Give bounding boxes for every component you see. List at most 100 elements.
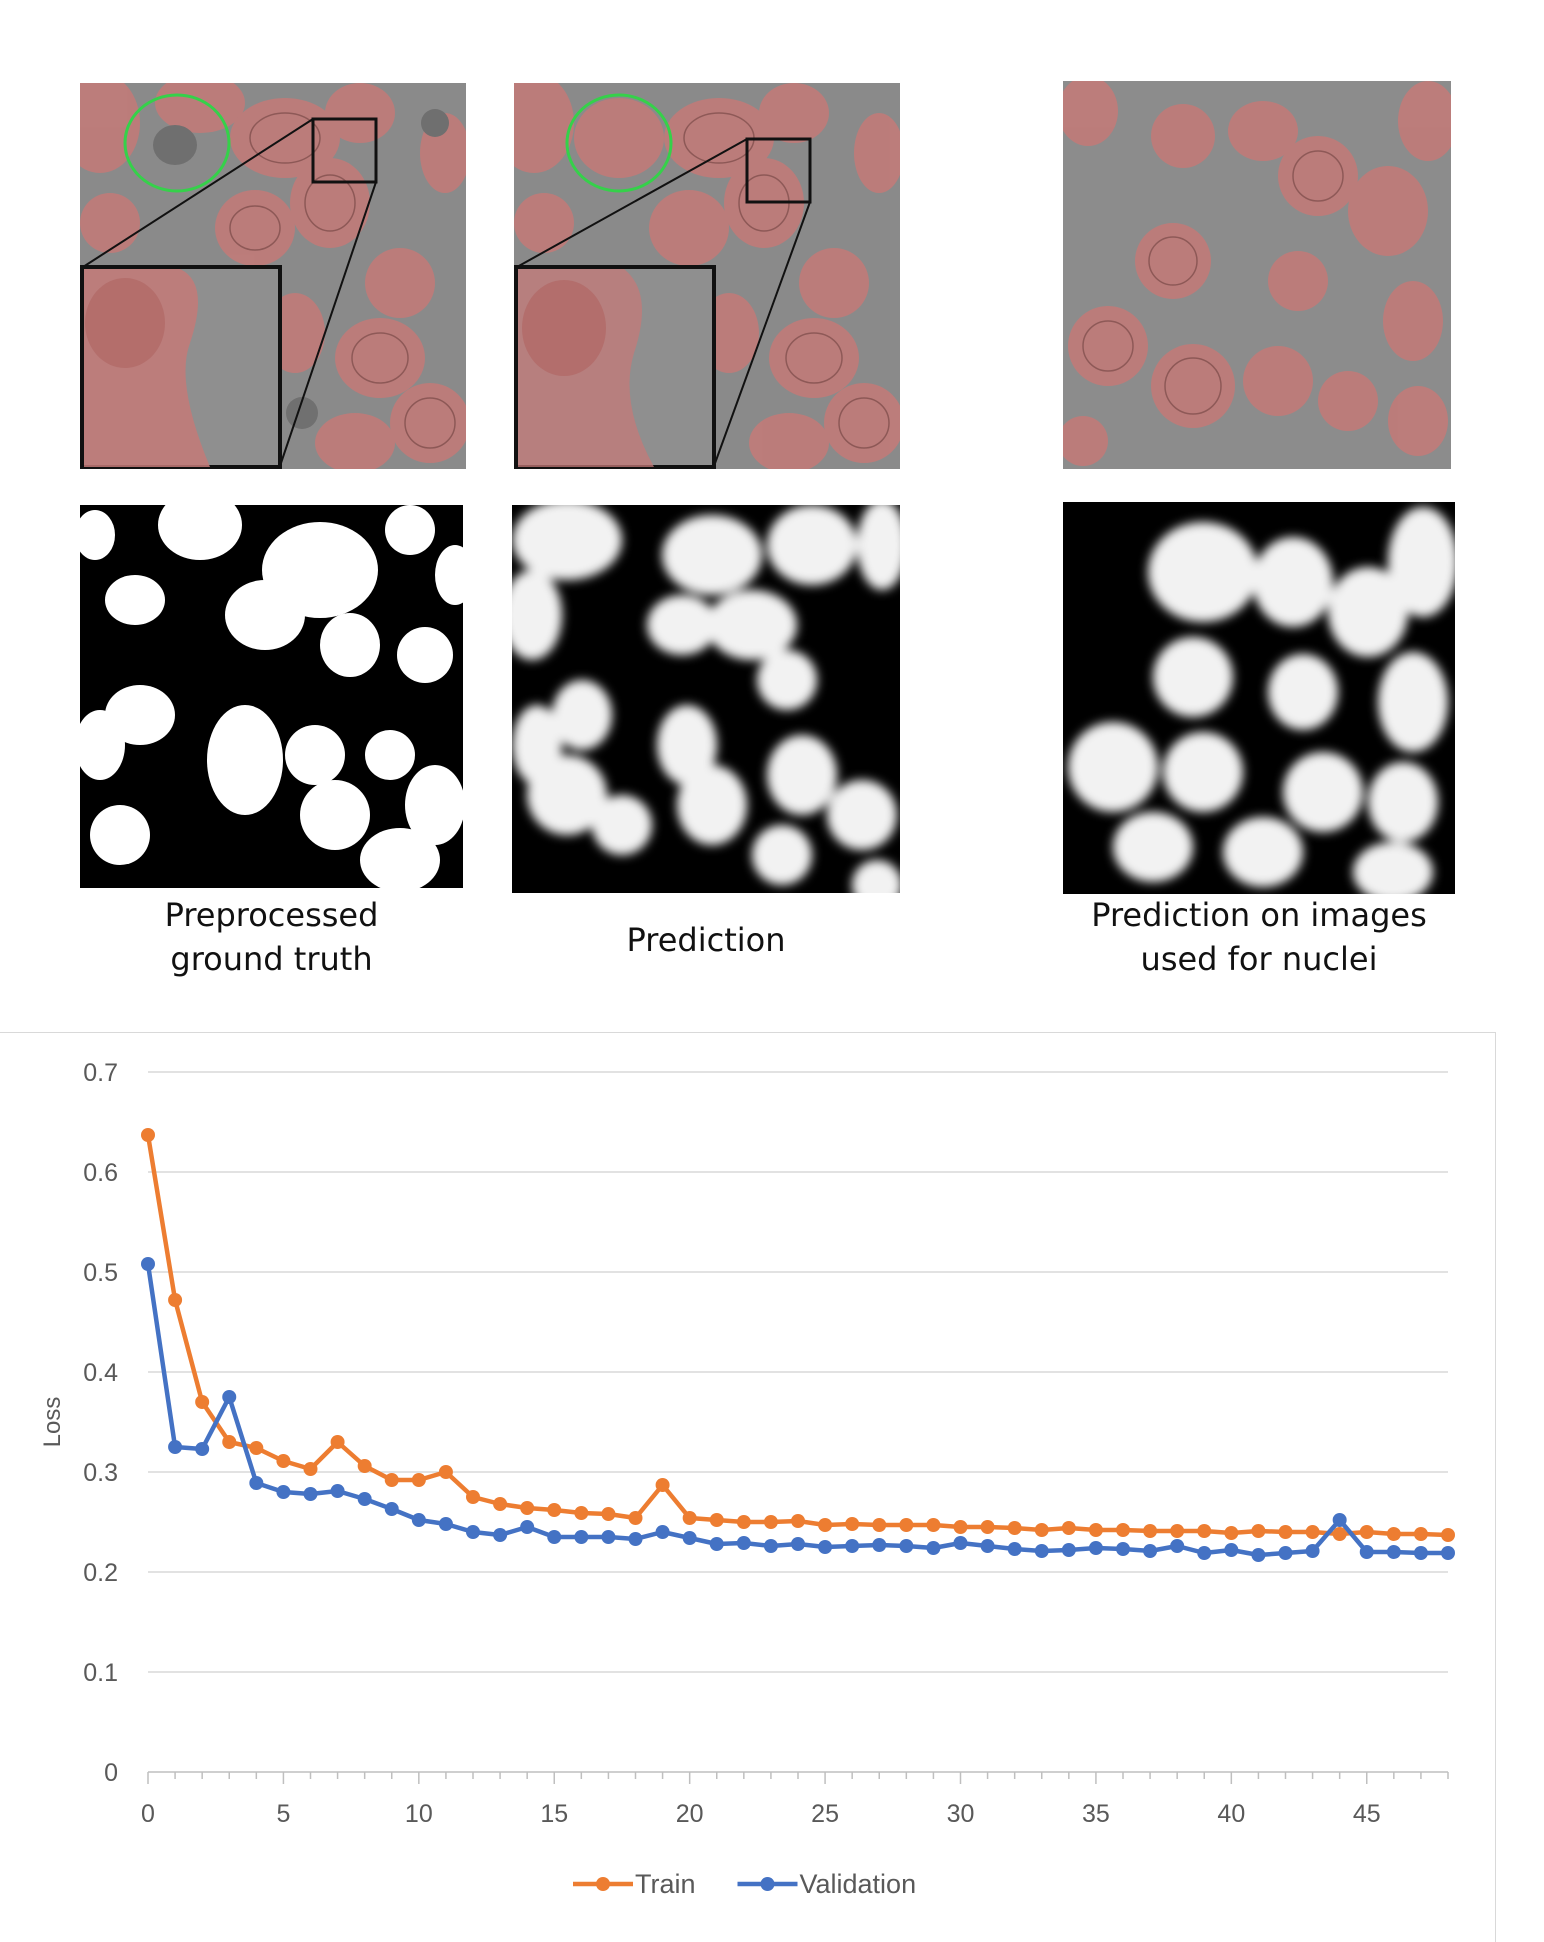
data-point [1224,1526,1239,1540]
y-tick-label: 0.2 [83,1559,118,1587]
y-tick-label: 0.5 [83,1259,118,1287]
legend-label: Validation [800,1869,917,1899]
data-point [411,1513,426,1527]
data-point [1197,1546,1212,1560]
data-point [222,1390,237,1404]
data-point [1359,1545,1374,1559]
data-point [682,1511,697,1525]
data-point [818,1518,833,1532]
data-point [357,1492,372,1506]
data-point [818,1540,833,1554]
data-point [1305,1525,1320,1539]
data-point [1413,1527,1428,1541]
data-point [1386,1545,1401,1559]
data-point [1224,1543,1239,1557]
data-point [1332,1513,1347,1527]
data-point [1007,1542,1022,1556]
y-tick-label: 0.4 [83,1359,118,1387]
data-point [303,1487,318,1501]
nuclei-overlay-image [1063,81,1451,469]
data-point [628,1511,643,1525]
data-point [1251,1548,1266,1562]
legend: Train Validation [573,1869,916,1899]
data-point [195,1395,210,1409]
data-point [655,1525,670,1539]
data-point [1197,1524,1212,1538]
y-axis-label: Loss [39,1397,66,1448]
data-point [520,1520,535,1534]
data-point [276,1485,291,1499]
data-point [763,1515,778,1529]
data-point [709,1537,724,1551]
legend-item-train: Train [573,1869,696,1899]
data-point [411,1473,426,1487]
data-point [1359,1525,1374,1539]
x-tick-label: 45 [1353,1800,1381,1828]
data-point [1305,1544,1320,1558]
data-point [357,1459,372,1473]
data-point [1278,1525,1293,1539]
data-point [1143,1544,1158,1558]
series-train [141,1128,1455,1542]
x-tick-label: 10 [405,1800,433,1828]
caption-nuclei: Prediction on images used for nuclei [1063,893,1455,981]
y-tick-label: 0 [104,1759,118,1787]
data-point [845,1539,860,1553]
data-point [601,1507,616,1521]
data-point [1007,1521,1022,1535]
caption-ground-truth-line-2: ground truth [170,940,373,978]
data-point [1034,1523,1049,1537]
data-point [1441,1546,1455,1560]
data-point [141,1257,155,1271]
loss-chart-svg: 0 0.1 0.2 0.3 0.4 0.5 0.6 0.7 0 5 10 15 20 25 30 35 40 4… [39,1059,1455,1899]
data-point [628,1532,643,1546]
x-tick-label: 20 [676,1800,704,1828]
data-point [547,1503,562,1517]
data-point [547,1530,562,1544]
data-point [872,1518,887,1532]
legend-label: Train [635,1869,696,1899]
data-point [438,1465,453,1479]
series-line [145,1134,1449,1538]
legend-swatch-marker [596,1877,610,1891]
data-point [1251,1524,1266,1538]
data-point [168,1293,183,1307]
data-point [899,1539,914,1553]
data-point [926,1518,941,1532]
data-point [953,1520,968,1534]
data-point [1061,1543,1076,1557]
y-tick-label: 0.7 [83,1059,118,1087]
y-tick-label: 0.3 [83,1459,118,1487]
data-point [682,1531,697,1545]
data-point [574,1530,589,1544]
data-point [330,1484,345,1498]
data-point [1170,1524,1185,1538]
data-point [1332,1527,1347,1541]
ground-truth-mask-image [80,505,463,888]
x-tick-label: 25 [811,1800,839,1828]
legend-swatch-marker [760,1877,775,1891]
data-point [520,1501,535,1515]
x-axis [147,1771,1449,1784]
y-tick-label: 0.1 [83,1659,118,1687]
y-tick-labels: 0 0.1 0.2 0.3 0.4 0.5 0.6 0.7 [83,1059,118,1787]
data-point [1278,1546,1293,1560]
data-point [574,1506,589,1520]
data-point [1088,1541,1103,1555]
caption-nuclei-line-1: Prediction on images [1091,896,1427,934]
data-point [276,1454,291,1468]
data-point [1116,1523,1130,1537]
data-point [1386,1527,1401,1541]
data-point [953,1536,968,1550]
data-point [168,1440,183,1454]
data-point [466,1525,480,1539]
data-point [709,1513,724,1527]
data-point [330,1435,345,1449]
x-tick-label: 35 [1082,1800,1110,1828]
data-point [466,1490,480,1504]
data-point [1441,1528,1455,1542]
data-point [736,1536,751,1550]
data-point [222,1435,237,1449]
y-tick-label: 0.6 [83,1159,118,1187]
x-tick-labels: 0 5 10 15 20 25 30 35 40 45 [141,1800,1381,1828]
